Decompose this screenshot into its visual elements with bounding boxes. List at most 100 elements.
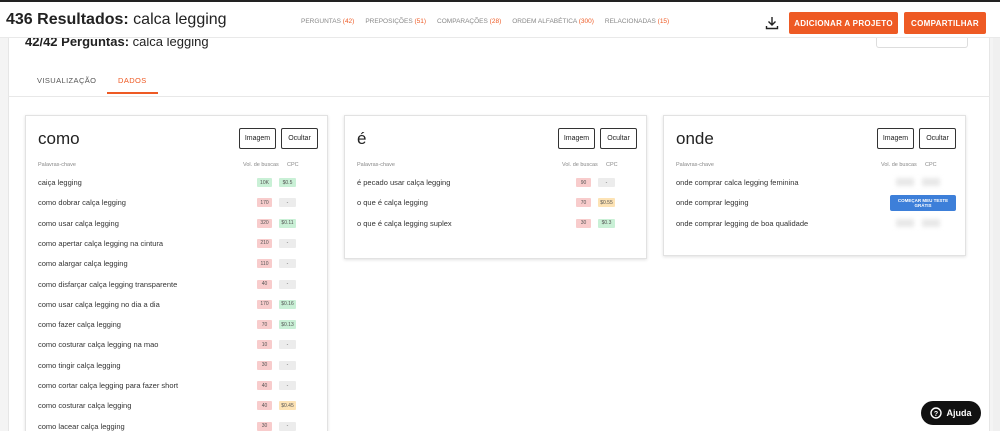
keyword: onde comprar legging de boa qualidade: [676, 218, 809, 228]
card-title: onde: [676, 129, 714, 148]
cpc-badge: $0.16: [279, 299, 296, 309]
download-icon[interactable]: [765, 16, 779, 30]
cpc-badge: $0.45: [279, 401, 296, 411]
select-box[interactable]: [876, 36, 968, 48]
keyword: onde comprar legging: [676, 198, 749, 208]
volume-badge: 40: [257, 279, 272, 289]
keyword: como costurar calça legging: [38, 401, 132, 411]
add-to-project-button[interactable]: ADICIONAR A PROJETO: [789, 12, 898, 34]
hide-button[interactable]: Ocultar: [281, 128, 318, 149]
result-tabs: PERGUNTAS (42) PREPOSIÇÕES (51) COMPARAÇÕE…: [301, 18, 669, 25]
keyword: caiça legging: [38, 178, 82, 187]
share-button[interactable]: COMPARTILHAR: [904, 12, 986, 34]
top-bar: 436 Resultados: calca legging PERGUNTAS …: [0, 0, 1000, 38]
column-header: Palavras-chave: [676, 162, 714, 168]
keyword: como usar calça legging no dia a dia: [38, 299, 160, 309]
view-tab[interactable]: VISUALIZAÇÃO: [37, 76, 97, 85]
tab-count: (15): [657, 18, 670, 25]
column-header: CPC: [287, 162, 299, 168]
volume-badge: 170: [257, 198, 272, 208]
volume-badge: 30: [257, 421, 272, 431]
keyword: onde comprar calca legging feminina: [676, 178, 799, 187]
column-header: Vol. de buscas: [243, 162, 279, 168]
volume-badge: 40: [257, 401, 272, 411]
cpc-badge: -: [279, 381, 296, 390]
image-button[interactable]: Imagem: [877, 128, 914, 149]
cpc-badge: -: [598, 178, 615, 187]
hide-button[interactable]: Ocultar: [919, 128, 956, 149]
tab-label: PREPOSIÇÕES: [365, 18, 413, 25]
tab-count: (42): [342, 18, 355, 25]
result-tab[interactable]: PREPOSIÇÕES (51): [365, 18, 426, 25]
keyword: é pecado usar calça legging: [357, 178, 451, 187]
blurred-value: [896, 218, 914, 227]
tab-count: (51): [414, 18, 427, 25]
tab-label: PERGUNTAS: [301, 18, 341, 25]
column-header: Palavras-chave: [357, 162, 395, 168]
tab-count: (300): [578, 18, 594, 25]
cpc-badge: -: [279, 198, 296, 208]
svg-text:?: ?: [934, 411, 938, 418]
keyword-card: é Imagem Ocultar Palavras-chave Vol. de busc…: [344, 115, 647, 259]
cpc-badge: $0.11: [279, 218, 296, 228]
column-header: CPC: [925, 162, 937, 168]
volume-badge: 30: [257, 360, 272, 370]
volume-badge: 110: [257, 259, 272, 269]
tab-label: RELACIONADAS: [604, 18, 656, 25]
volume-badge: 30: [576, 218, 591, 228]
view-tabs: VISUALIZAÇÃO DADOS: [8, 76, 990, 97]
keyword: como usar calça legging: [38, 218, 119, 228]
blurred-value: [922, 218, 940, 227]
card-title: como: [38, 129, 80, 148]
result-tab[interactable]: COMPARAÇÕES (28): [437, 18, 501, 25]
scrollbar: [993, 38, 1000, 431]
column-header: Vol. de buscas: [562, 162, 598, 168]
cpc-badge: -: [279, 340, 296, 350]
volume-badge: 170: [257, 299, 272, 309]
keyword: como cortar calça legging para fazer sho…: [38, 381, 179, 390]
results-title: 436 Resultados: calca legging: [6, 11, 227, 29]
keyword: como apertar calça legging na cintura: [38, 238, 164, 248]
column-header: CPC: [606, 162, 618, 168]
keyword: como lacear calça legging: [38, 421, 125, 431]
help-icon: ?: [930, 407, 943, 419]
results-count: 436 Resultados:: [6, 11, 129, 28]
keyword: o que é calça legging suplex: [357, 218, 452, 228]
keyword: como alargar calça legging: [38, 259, 128, 269]
image-button[interactable]: Imagem: [558, 128, 595, 149]
cpc-badge: $0.55: [598, 198, 615, 208]
cpc-badge: $0.13: [279, 320, 296, 330]
help-button[interactable]: ? Ajuda: [921, 401, 981, 425]
volume-badge: 10K: [257, 178, 272, 187]
cpc-badge: -: [279, 259, 296, 269]
result-tab[interactable]: RELACIONADAS (15): [605, 18, 669, 25]
view-tab-active[interactable]: DADOS: [107, 76, 158, 94]
keyword: como fazer calça legging: [38, 320, 121, 330]
tab-label: ORDEM ALFABÉTICA: [512, 18, 577, 25]
hide-button[interactable]: Ocultar: [600, 128, 637, 149]
keyword: como tingir calça legging: [38, 360, 121, 370]
column-header: Vol. de buscas: [881, 162, 917, 168]
keyword-card: como Imagem Ocultar Palavras-chave Vol. de b…: [25, 115, 328, 431]
tab-label: COMPARAÇÕES: [437, 18, 488, 25]
keyword: como disfarçar calça legging transparent…: [38, 279, 178, 289]
volume-badge: 40: [257, 381, 272, 390]
cpc-badge: -: [279, 279, 296, 289]
volume-badge: 70: [576, 198, 591, 208]
cpc-badge: -: [279, 360, 296, 370]
result-tab[interactable]: ORDEM ALFABÉTICA (300): [512, 18, 594, 25]
volume-badge: 90: [576, 178, 591, 187]
column-header: Palavras-chave: [38, 162, 76, 168]
volume-badge: 10: [257, 340, 272, 350]
cpc-badge: -: [279, 421, 296, 431]
blurred-value: [896, 178, 914, 186]
result-tab[interactable]: PERGUNTAS (42): [301, 18, 354, 25]
blurred-value: [922, 178, 940, 186]
card-title: é: [357, 129, 367, 148]
image-button[interactable]: Imagem: [239, 128, 276, 149]
keyword: como costurar calça legging na mao: [38, 340, 159, 350]
trial-button[interactable]: COMEÇAR MEU TESTE GRÁTIS: [890, 195, 956, 211]
